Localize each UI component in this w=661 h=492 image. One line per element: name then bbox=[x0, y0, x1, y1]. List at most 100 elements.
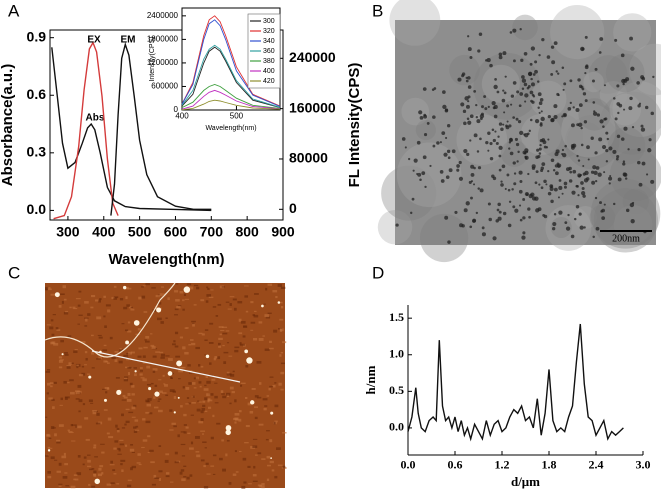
afm-speck bbox=[250, 329, 254, 331]
nanoparticle bbox=[562, 112, 567, 118]
afm-particle bbox=[246, 357, 253, 364]
nanoparticle bbox=[608, 176, 613, 181]
afm-speck bbox=[183, 424, 187, 426]
afm-speck bbox=[109, 464, 115, 466]
afm-speck bbox=[114, 351, 119, 353]
afm-speck bbox=[234, 421, 237, 424]
nanoparticle bbox=[467, 95, 471, 99]
nanoparticle bbox=[509, 138, 513, 142]
afm-speck bbox=[204, 329, 209, 331]
afm-speck bbox=[274, 420, 278, 423]
afm-speck bbox=[185, 387, 190, 390]
nanoparticle bbox=[625, 77, 630, 82]
afm-speck bbox=[61, 300, 64, 304]
afm-speck bbox=[250, 301, 254, 304]
afm-speck bbox=[130, 308, 135, 311]
afm-speck bbox=[269, 340, 272, 343]
afm-speck bbox=[228, 481, 232, 485]
nanoparticle bbox=[622, 82, 625, 86]
afm-speck bbox=[165, 355, 170, 357]
afm-speck bbox=[159, 351, 164, 354]
nanoparticle bbox=[498, 168, 502, 172]
afm-speck bbox=[70, 391, 75, 395]
nanoparticle bbox=[467, 47, 472, 52]
afm-speck bbox=[56, 329, 61, 331]
afm-speck bbox=[92, 409, 97, 412]
nanoparticle bbox=[561, 192, 564, 195]
afm-speck bbox=[54, 459, 58, 461]
nanoparticle bbox=[524, 100, 527, 103]
afm-speck bbox=[237, 301, 243, 304]
afm-speck bbox=[182, 346, 186, 350]
nanoparticle bbox=[470, 180, 474, 183]
series-line bbox=[407, 323, 624, 442]
nanoparticle bbox=[516, 90, 520, 94]
afm-speck bbox=[64, 463, 69, 466]
nanoparticle bbox=[616, 155, 620, 159]
y-axis-label: h/nm bbox=[363, 365, 378, 394]
x-tick-label: 500 bbox=[128, 223, 152, 239]
afm-speck bbox=[202, 441, 207, 443]
nanoparticle bbox=[570, 234, 575, 239]
nanoparticle bbox=[515, 117, 519, 121]
nanoparticle bbox=[538, 101, 543, 105]
afm-speck bbox=[226, 373, 231, 375]
afm-speck bbox=[243, 325, 248, 328]
afm-speck bbox=[50, 385, 53, 388]
afm-speck bbox=[120, 459, 126, 462]
nanoparticle bbox=[518, 170, 523, 175]
afm-speck bbox=[234, 349, 239, 353]
afm-speck bbox=[268, 387, 271, 391]
afm-speck bbox=[199, 385, 202, 388]
afm-speck bbox=[214, 402, 219, 404]
afm-speck bbox=[201, 433, 205, 435]
afm-speck bbox=[130, 306, 133, 308]
nanoparticle bbox=[497, 202, 501, 207]
afm-speck bbox=[226, 392, 231, 396]
nanoparticle bbox=[465, 201, 470, 206]
afm-speck bbox=[208, 399, 213, 402]
nanoparticle bbox=[528, 215, 531, 219]
nanoparticle bbox=[570, 143, 575, 148]
afm-speck bbox=[248, 483, 252, 485]
afm-speck bbox=[264, 348, 270, 351]
nanoparticle bbox=[602, 125, 605, 128]
nanoparticle bbox=[567, 213, 570, 217]
nanoparticle bbox=[512, 116, 516, 119]
afm-speck bbox=[202, 404, 206, 407]
afm-speck bbox=[125, 420, 130, 424]
nanoparticle bbox=[616, 134, 621, 139]
afm-speck bbox=[191, 342, 196, 346]
afm-speck bbox=[58, 356, 63, 359]
afm-speck bbox=[88, 483, 91, 486]
nanoparticle bbox=[631, 125, 635, 129]
nanoparticle bbox=[395, 223, 399, 227]
nanoparticle bbox=[550, 118, 555, 123]
nanoparticle bbox=[512, 81, 517, 85]
nanoparticle bbox=[557, 94, 560, 97]
nanoparticle bbox=[473, 89, 477, 93]
nanoparticle bbox=[530, 46, 536, 51]
nanoparticle bbox=[439, 141, 442, 144]
afm-speck bbox=[74, 349, 78, 351]
afm-speck bbox=[151, 483, 156, 486]
afm-speck bbox=[195, 451, 200, 453]
nanoparticle bbox=[467, 76, 471, 80]
afm-speck bbox=[192, 395, 195, 398]
afm-speck bbox=[111, 356, 116, 360]
afm-speck bbox=[160, 321, 164, 324]
nanoparticle bbox=[512, 28, 517, 33]
afm-speck bbox=[245, 310, 249, 313]
nanoparticle bbox=[629, 36, 633, 41]
afm-speck bbox=[113, 297, 118, 300]
afm-speck bbox=[212, 414, 215, 418]
afm-speck bbox=[180, 405, 183, 408]
nanoparticle bbox=[571, 190, 576, 195]
nanoparticle bbox=[577, 78, 581, 82]
nanoparticle bbox=[426, 122, 430, 125]
nanoparticle bbox=[458, 160, 462, 165]
nanoparticle bbox=[498, 55, 503, 60]
nanoparticle bbox=[554, 152, 559, 157]
nanoparticle bbox=[466, 152, 470, 157]
tem-shade bbox=[588, 55, 628, 94]
